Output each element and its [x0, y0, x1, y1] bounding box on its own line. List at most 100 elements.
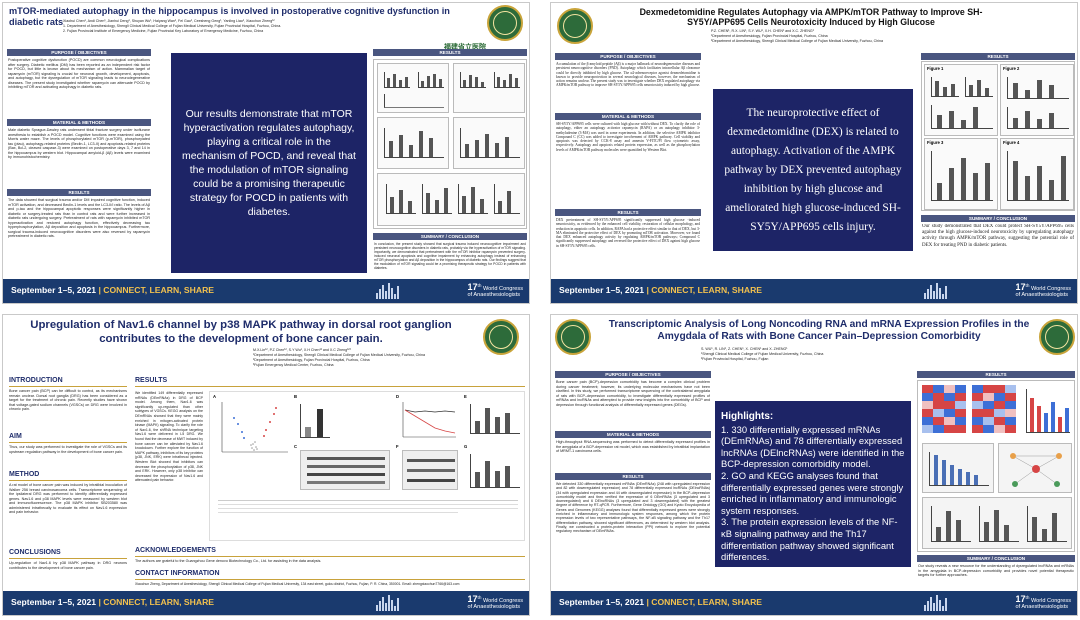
- hospital-logo: [557, 8, 593, 44]
- figure-panel: [453, 117, 525, 169]
- section-heading: ACKNOWLEDGEMENTS: [135, 547, 216, 554]
- summary-text: Our study reveals a new resource for the…: [918, 564, 1074, 577]
- section-heading: METHOD: [9, 471, 40, 478]
- results-figures: [373, 59, 527, 229]
- results-figures: A B D E C F G: [209, 391, 525, 541]
- summary-text: In conclusion, the present study showed …: [374, 242, 526, 270]
- poster-footer: September 1–5, 2021 | CONNECT, LEARN, SH…: [551, 591, 1077, 615]
- poster-affiliation: ¹Shengli Clinical Medical College of Fuj…: [701, 352, 824, 356]
- results-text: We identified 149 differentially express…: [135, 391, 203, 483]
- divider: [9, 442, 127, 443]
- figure-panel: [922, 497, 1072, 549]
- results-figures: Figure 1 Figure 2 Figure 3 Figure 4: [921, 61, 1075, 211]
- congress-logo: 17th World Congress of Anaesthesiologists: [467, 281, 523, 299]
- congress-logo: 17th World Congress of Anaesthesiologists: [1015, 593, 1071, 611]
- aim-text: Thus, our study was performed to investi…: [9, 445, 127, 454]
- method-text: A rat model of bone cancer pain was indu…: [9, 483, 127, 514]
- section-heading: SUMMARY / CONCLUSION: [373, 233, 527, 240]
- section-heading: SUMMARY / CONCLUSION: [917, 555, 1075, 562]
- footer-dates: September 1–5, 2021 | CONNECT, LEARN, SH…: [559, 597, 763, 607]
- divider: [9, 480, 127, 481]
- heatmap: [922, 385, 966, 433]
- divider: [9, 558, 127, 559]
- section-heading: PURPOSE / OBJECTIVES: [7, 49, 151, 56]
- purpose-text: Postoperative cognitive dysfunction (POC…: [8, 58, 150, 89]
- line-chart: [402, 402, 456, 438]
- poster-affiliation: 1. Department of Anesthesiology, Shengli…: [63, 24, 282, 28]
- figure-panel: [998, 443, 1072, 493]
- divider: [135, 386, 525, 387]
- footer-decoration: [376, 595, 399, 611]
- figure-panel: [377, 117, 449, 169]
- figure-panel: [453, 63, 525, 113]
- figure-panel: Figure 4: [1000, 138, 1074, 210]
- hospital-logo: [483, 319, 519, 355]
- highlight-box: Our results demonstrate that mTOR hypera…: [171, 53, 367, 273]
- figure-panel: [377, 173, 525, 226]
- poster-mtor-autophagy: mTOR-mediated autophagy in the hippocamp…: [2, 2, 530, 304]
- western-blot: [300, 450, 390, 490]
- highlight-item: 2. GO and KEGG analyses found that diffe…: [721, 469, 904, 516]
- footer-dates: September 1–5, 2021 | CONNECT, LEARN, SH…: [11, 285, 215, 295]
- poster-footer: September 1–5, 2021 | CONNECT, LEARN, SH…: [551, 279, 1077, 303]
- highlight-text: The neuroprotective effect of dexmedetom…: [724, 106, 902, 233]
- hospital-name: 福建省立医院: [444, 42, 486, 51]
- figure-panel: [922, 443, 994, 493]
- heatmap: [972, 385, 1016, 433]
- methods-text: Male diabetic Sprague-Dawley rats underw…: [8, 128, 150, 159]
- poster-affiliation: ¹Department of Anesthesiology, Fujian Pr…: [711, 34, 828, 38]
- footer-decoration: [376, 283, 399, 299]
- section-heading: PURPOSE / OBJECTIVES: [555, 371, 711, 378]
- results-text: The data showed that surgical trauma and…: [8, 198, 150, 238]
- hospital-logo: [555, 319, 591, 355]
- poster-authors: M.X.Lin¹², P.Z Chen¹², S.Y Wu¹, X.H Chen…: [253, 348, 351, 352]
- results-text: DEX pretreatment of SH-SY5Y/APP695 signi…: [556, 218, 700, 248]
- highlight-item: 1. 330 differentially expressed mRNAs (D…: [721, 423, 905, 470]
- poster-title: Transcriptomic Analysis of Long Noncodin…: [608, 319, 1030, 343]
- methods-text: SH-SY5Y/APP695 cells were cultured with …: [556, 122, 700, 152]
- section-heading: CONTACT INFORMATION: [135, 570, 220, 577]
- poster-title: mTOR-mediated autophagy in the hippocamp…: [9, 6, 450, 27]
- footer-decoration: [924, 283, 947, 299]
- footer-dates: September 1–5, 2021 | CONNECT, LEARN, SH…: [11, 597, 215, 607]
- poster-affiliation: ²Fujian Provincial Hospital, Fuzhou, Fuj…: [701, 357, 769, 361]
- poster-affiliation: ²Department of Anesthesiology, Shengli C…: [711, 39, 884, 43]
- conclusion-text: Up-regulation of Nav1.6 by p38 MAPK path…: [9, 561, 127, 570]
- poster-authors: S. WU¹, R. LIN¹, Z. CHEN¹, X. CHEN¹ and …: [701, 347, 788, 351]
- divider: [135, 579, 525, 580]
- section-heading: RESULTS: [921, 53, 1075, 60]
- highlights-box: Highlights: 1. 330 differentially expres…: [715, 401, 911, 567]
- poster-authors: Xiaohui Chen¹, Andi Chen¹, Jianhui Deng¹…: [63, 19, 275, 23]
- volcano-plot: [221, 402, 288, 453]
- section-heading: RESULTS: [917, 371, 1075, 378]
- highlight-box: The neuroprotective effect of dexmedetom…: [713, 89, 913, 251]
- contact-text: Xiaochun Zheng, Department of Anesthesio…: [135, 582, 460, 586]
- methods-text: High-throughput RNA-sequencing was perfo…: [556, 440, 710, 453]
- section-heading: PURPOSE / OBJECTIVES: [555, 53, 701, 60]
- poster-title: Upregulation of Nav1.6 channel by p38 MA…: [30, 319, 452, 345]
- section-heading: SUMMARY / CONCLUSION: [921, 215, 1075, 222]
- poster-affiliation: 2. Fujian Provincial Institute of Emerge…: [63, 29, 264, 33]
- results-text: We detected 330 differentially expressed…: [556, 482, 710, 534]
- poster-lncrna-amygdala: Transcriptomic Analysis of Long Noncodin…: [550, 314, 1078, 616]
- footer-decoration: [924, 595, 947, 611]
- section-heading: INTRODUCTION: [9, 377, 63, 384]
- section-heading: MATERIAL & METHODS: [555, 431, 711, 438]
- poster-footer: September 1–5, 2021 | CONNECT, LEARN, SH…: [3, 279, 529, 303]
- intro-text: Bone cancer pain (BCP) can be difficult …: [9, 389, 127, 411]
- section-heading: RESULTS: [555, 209, 701, 216]
- footer-dates: September 1–5, 2021 | CONNECT, LEARN, SH…: [559, 285, 763, 295]
- hospital-logo: [487, 5, 523, 41]
- section-heading: MATERIAL & METHODS: [7, 119, 151, 126]
- poster-title: Dexmedetomidine Regulates Autophagy via …: [639, 7, 983, 28]
- section-heading: RESULTS: [555, 473, 711, 480]
- poster-authors: P.Z. CHEN¹, R.X. LIN¹, S.Y. WU¹, X.H. CH…: [711, 29, 814, 33]
- results-figures: [917, 380, 1075, 552]
- bar-chart: [1026, 389, 1070, 433]
- hospital-logo: [1039, 319, 1075, 355]
- congress-logo: 17th World Congress of Anaesthesiologists: [1015, 281, 1071, 299]
- highlight-text: Our results demonstrate that mTOR hypera…: [182, 108, 356, 218]
- poster-footer: September 1–5, 2021 | CONNECT, LEARN, SH…: [3, 591, 529, 615]
- section-heading: CONCLUSIONS: [9, 549, 61, 556]
- western-blot: [402, 450, 458, 490]
